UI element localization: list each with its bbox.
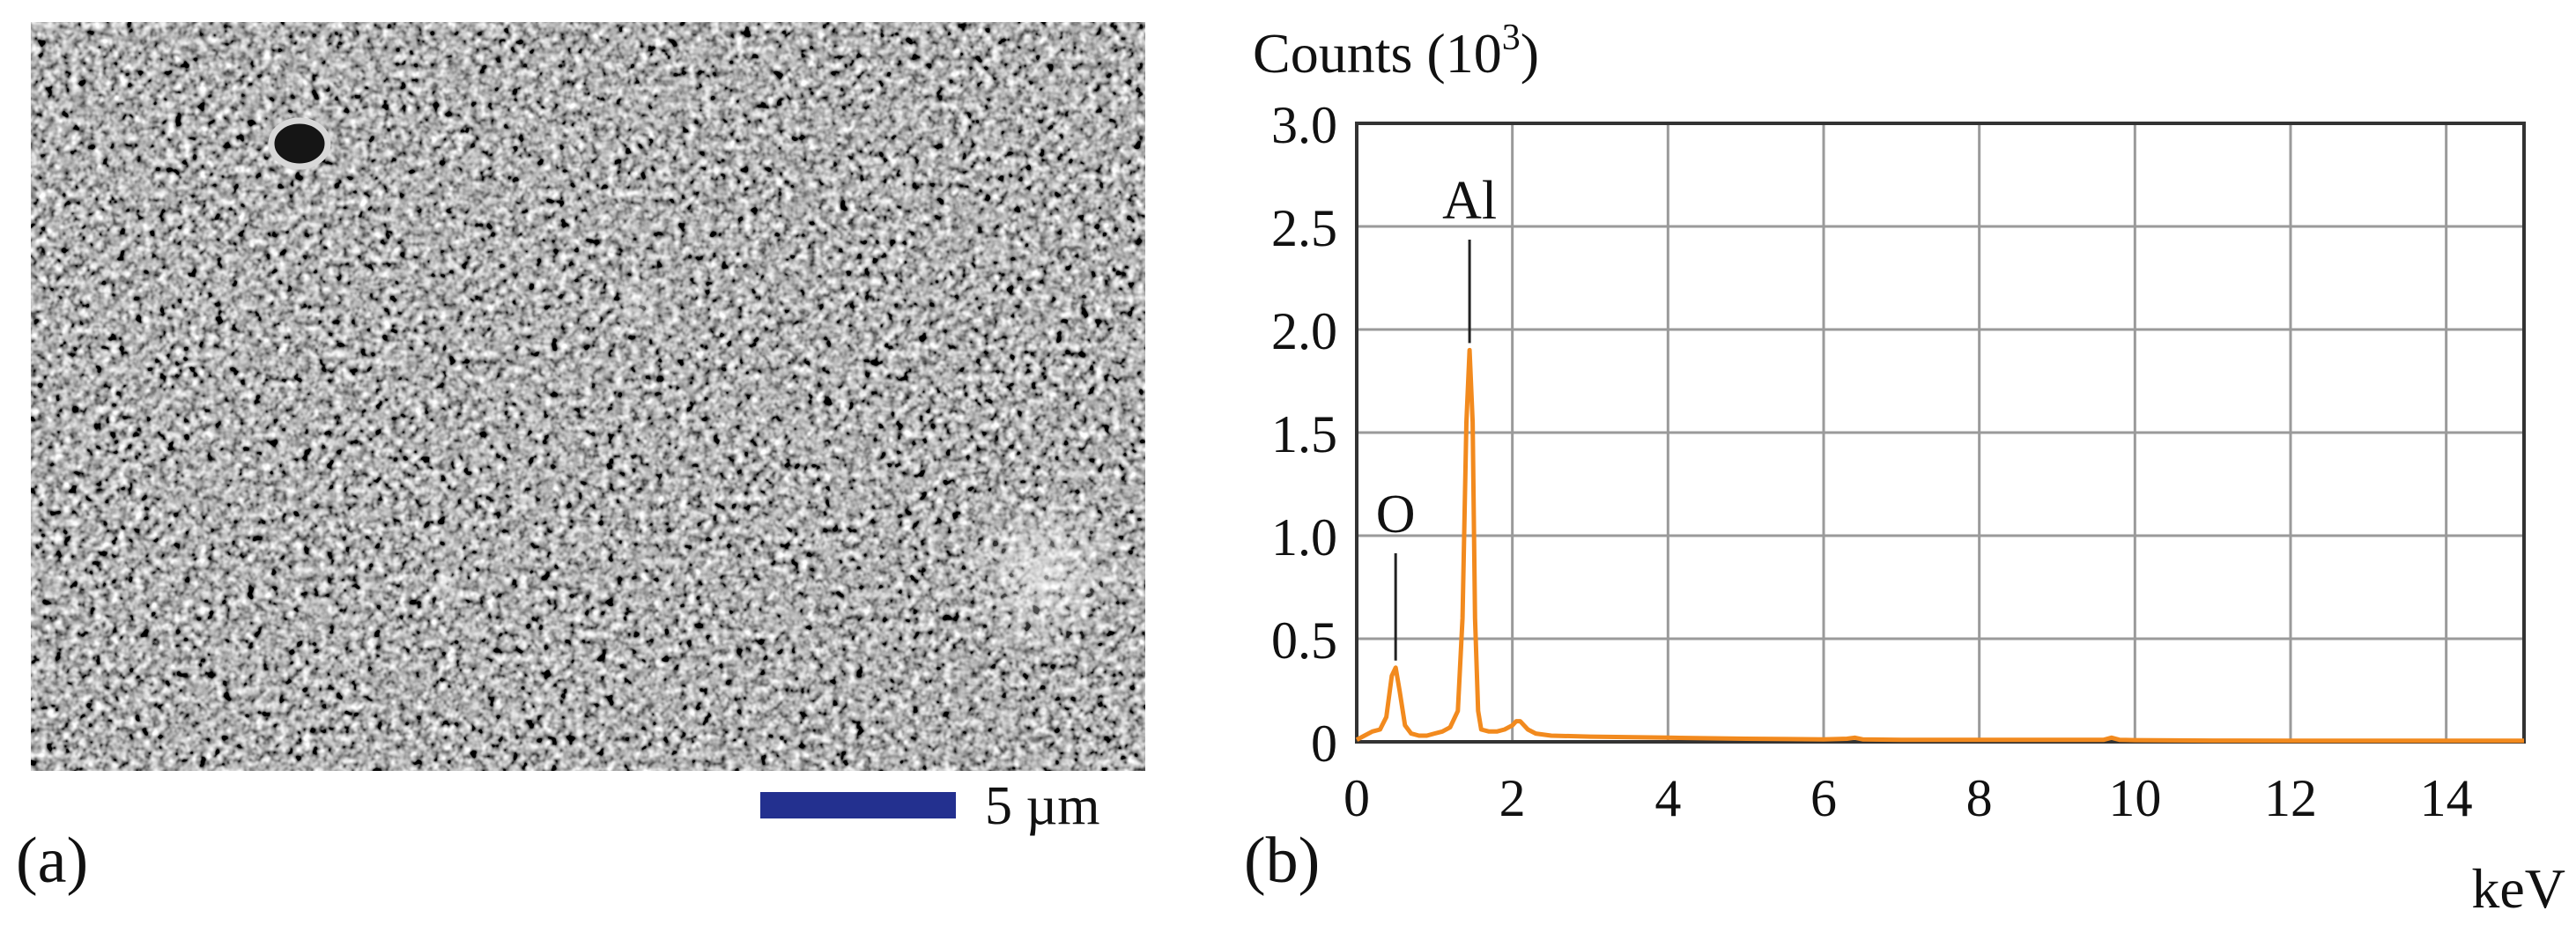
chart-grid bbox=[1357, 123, 2524, 742]
y-axis-label-main: Counts (10 bbox=[1253, 22, 1502, 85]
peak-label-al: Al bbox=[1442, 171, 1497, 231]
sem-micrograph bbox=[31, 22, 1145, 771]
x-tick-label: 14 bbox=[2420, 769, 2473, 827]
x-tick-label: 2 bbox=[1499, 769, 1526, 827]
sem-texture bbox=[31, 22, 1145, 771]
sem-particle bbox=[427, 568, 463, 603]
y-tick-label: 3.0 bbox=[1271, 96, 1337, 154]
x-tick-labels: 0 2 4 6 8 10 12 14 bbox=[1344, 769, 2473, 827]
x-axis-label: keV bbox=[2471, 857, 2565, 920]
x-tick-label: 12 bbox=[2264, 769, 2317, 827]
x-tick-label: 10 bbox=[2108, 769, 2161, 827]
y-tick-labels: 0 0.5 1.0 1.5 2.0 2.5 3.0 bbox=[1271, 96, 1337, 773]
x-tick-label: 8 bbox=[1966, 769, 1993, 827]
panel-a-label: (a) bbox=[16, 825, 89, 897]
scale-bar-label: 5 µm bbox=[985, 776, 1100, 836]
y-axis-label-exponent: 3 bbox=[1502, 18, 1521, 58]
panel-b-label: (b) bbox=[1244, 825, 1321, 897]
y-tick-label: 0.5 bbox=[1271, 611, 1337, 670]
sem-particle bbox=[619, 285, 658, 323]
y-tick-label: 1.5 bbox=[1271, 405, 1337, 463]
y-axis-label-close: ) bbox=[1521, 22, 1539, 85]
y-tick-label: 0 bbox=[1311, 715, 1337, 773]
scale-bar bbox=[760, 792, 956, 818]
y-tick-label: 1.0 bbox=[1271, 508, 1337, 566]
y-tick-label: 2.5 bbox=[1271, 199, 1337, 257]
x-tick-label: 4 bbox=[1654, 769, 1681, 827]
sem-bright-region bbox=[960, 489, 1128, 656]
y-axis-label: Counts (103) bbox=[1253, 18, 1539, 85]
x-tick-label: 0 bbox=[1344, 769, 1370, 827]
x-tick-label: 6 bbox=[1810, 769, 1837, 827]
spectrum-line bbox=[1355, 347, 2524, 744]
peak-label-o: O bbox=[1376, 485, 1416, 544]
peak-annotations: O Al bbox=[1376, 171, 1497, 661]
y-tick-label: 2.0 bbox=[1271, 302, 1337, 360]
sem-pore bbox=[268, 117, 331, 170]
